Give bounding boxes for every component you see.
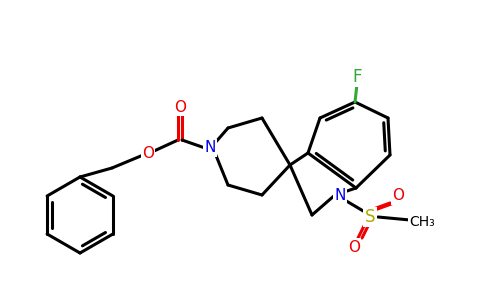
- Text: N: N: [334, 188, 346, 202]
- Text: S: S: [365, 208, 375, 226]
- Text: O: O: [348, 239, 360, 254]
- Text: N: N: [204, 140, 216, 155]
- Text: O: O: [392, 188, 404, 203]
- Text: F: F: [352, 68, 362, 86]
- Text: CH₃: CH₃: [409, 215, 435, 229]
- Text: O: O: [174, 100, 186, 115]
- Text: O: O: [142, 146, 154, 160]
